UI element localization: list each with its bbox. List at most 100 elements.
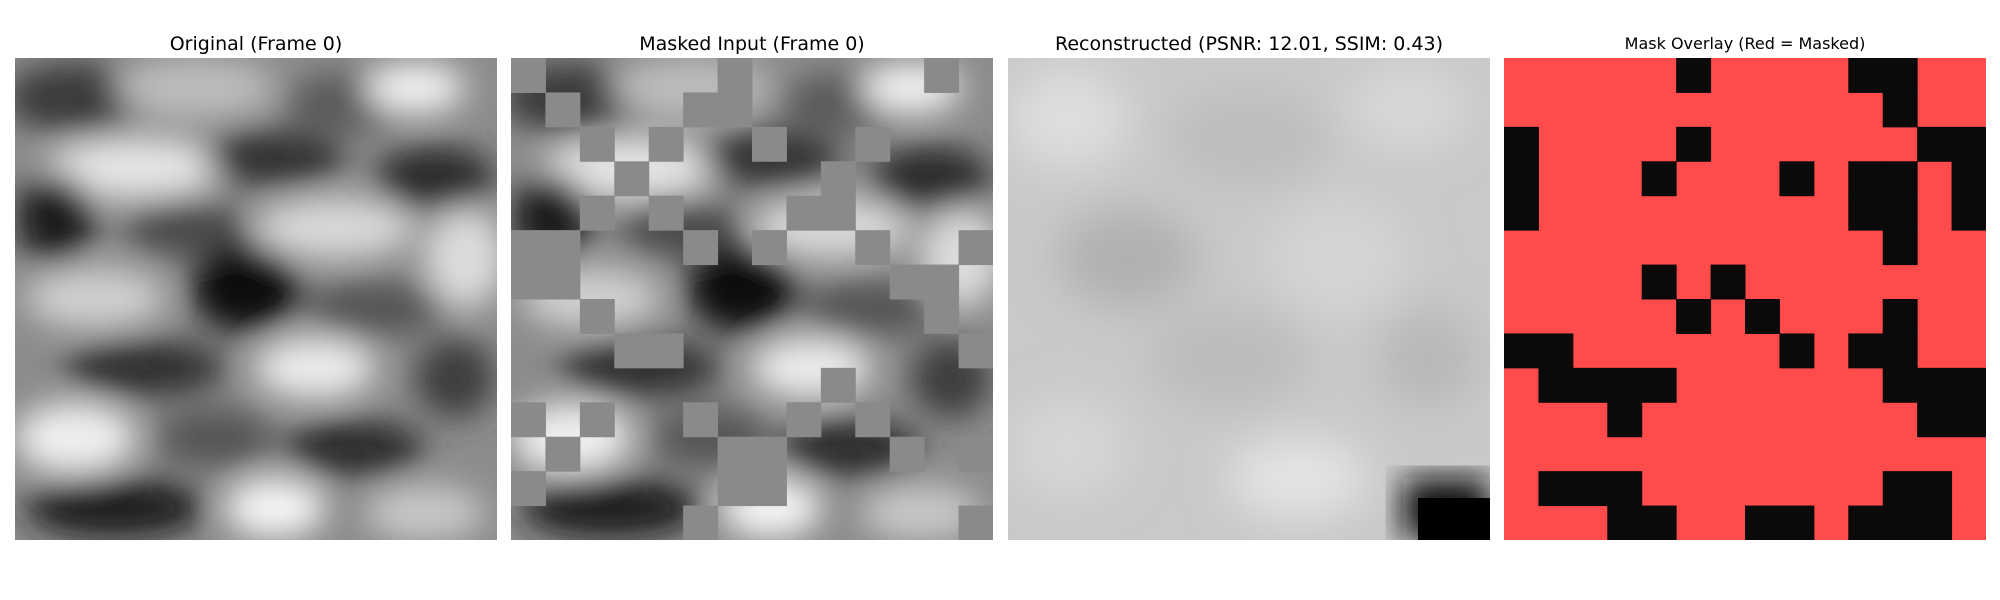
unmasked-cell (1779, 161, 1815, 197)
unmasked-cell (1882, 230, 1918, 266)
reconstructed-frame-image (1008, 58, 1490, 540)
masked-patch (752, 230, 787, 266)
unmasked-cell (1779, 333, 1815, 369)
masked-patch (820, 367, 856, 403)
masked-patch (648, 333, 684, 369)
unmasked-cell (1882, 195, 1918, 231)
unmasked-cell (1504, 161, 1539, 197)
unmasked-cell (1607, 367, 1643, 403)
unmasked-cell (1538, 471, 1574, 507)
reconstructed-title: Reconstructed (PSNR: 12.01, SSIM: 0.43) (1055, 33, 1443, 55)
unmasked-cell (1951, 126, 1986, 162)
masked-patch (717, 58, 753, 93)
masked-input-title: Masked Input (Frame 0) (639, 33, 865, 55)
unmasked-cells (1504, 58, 1986, 540)
masked-input-panel: Masked Input (Frame 0) (511, 30, 993, 544)
masked-patch (889, 264, 925, 300)
masked-patch (786, 195, 822, 231)
masked-patch (614, 333, 650, 369)
unmasked-cell (1882, 58, 1918, 93)
masked-patch (511, 230, 546, 266)
masked-patch (545, 230, 581, 266)
unmasked-cell (1917, 471, 1953, 507)
unmasked-cell (1572, 367, 1608, 403)
masked-patch (855, 230, 891, 266)
masked-patch (786, 402, 822, 438)
unmasked-cell (1917, 367, 1953, 403)
masked-patch (717, 92, 753, 128)
masked-patch (545, 92, 581, 128)
unmasked-cell (1951, 161, 1986, 197)
unmasked-cell (1848, 195, 1884, 231)
masked-patch (545, 436, 581, 472)
masked-patch (545, 264, 581, 300)
masked-patch (958, 436, 993, 472)
masked-patch (752, 126, 787, 162)
unmasked-cell (1504, 195, 1539, 231)
unmasked-cell (1745, 505, 1780, 540)
unmasked-cell (1710, 264, 1746, 300)
masked-patch (648, 195, 684, 231)
masked-patch (924, 299, 960, 334)
masked-patch (683, 402, 719, 438)
original-frame-image (15, 58, 497, 540)
masked-patch (579, 126, 615, 162)
unmasked-cell (1848, 161, 1884, 197)
masked-input-image (511, 58, 993, 540)
unmasked-cell (1848, 333, 1884, 369)
masked-patch (752, 436, 787, 472)
masked-patch (717, 436, 753, 472)
mask-overlay-image (1504, 58, 1986, 540)
masked-patch (924, 58, 960, 93)
unmasked-cell (1676, 126, 1712, 162)
unmasked-cell (1504, 333, 1539, 369)
masked-patch (511, 402, 546, 438)
masked-patch (648, 126, 684, 162)
masked-patch (889, 436, 925, 472)
unmasked-cell (1641, 161, 1677, 197)
masked-patch (683, 505, 719, 540)
unmasked-cell (1882, 471, 1918, 507)
masked-patch (958, 505, 993, 540)
unmasked-cell (1572, 471, 1608, 507)
unmasked-cell (1951, 367, 1986, 403)
unmasked-cell (1779, 505, 1815, 540)
masked-patch (579, 195, 615, 231)
unmasked-cell (1882, 333, 1918, 369)
unmasked-cell (1676, 299, 1712, 334)
unmasked-cell (1882, 161, 1918, 197)
unmasked-cell (1538, 367, 1574, 403)
original-title: Original (Frame 0) (169, 33, 343, 55)
masked-patch (820, 161, 856, 197)
unmasked-cell (1641, 505, 1677, 540)
unmasked-cell (1848, 505, 1884, 540)
reconstructed-panel: Reconstructed (PSNR: 12.01, SSIM: 0.43) (1008, 30, 1490, 544)
unmasked-cell (1882, 367, 1918, 403)
unmasked-cell (1607, 402, 1643, 438)
masked-patch (855, 402, 891, 438)
mask-overlay-title: Mask Overlay (Red = Masked) (1624, 34, 1866, 53)
unmasked-cell (1641, 264, 1677, 300)
masked-patch (958, 230, 993, 266)
masked-patch (924, 264, 960, 300)
masked-patch (717, 471, 753, 507)
masked-patch (511, 471, 546, 507)
masked-patch (579, 402, 615, 438)
masked-patch (683, 92, 719, 128)
unmasked-cell (1917, 505, 1953, 540)
unmasked-cell (1917, 402, 1953, 438)
masked-patch (614, 161, 650, 197)
masked-patch (752, 471, 787, 507)
unmasked-cell (1882, 299, 1918, 334)
mask-overlay-panel: Mask Overlay (Red = Masked) (1504, 30, 1986, 544)
unmasked-cell (1641, 367, 1677, 403)
unmasked-cell (1882, 92, 1918, 128)
masked-patch (683, 230, 719, 266)
masked-gray-cells (511, 58, 993, 540)
unmasked-cell (1504, 126, 1539, 162)
masked-patch (511, 58, 546, 93)
original-panel: Original (Frame 0) (15, 30, 497, 544)
unmasked-cell (1951, 195, 1986, 231)
masked-patch (958, 333, 993, 369)
masked-patch (855, 126, 891, 162)
